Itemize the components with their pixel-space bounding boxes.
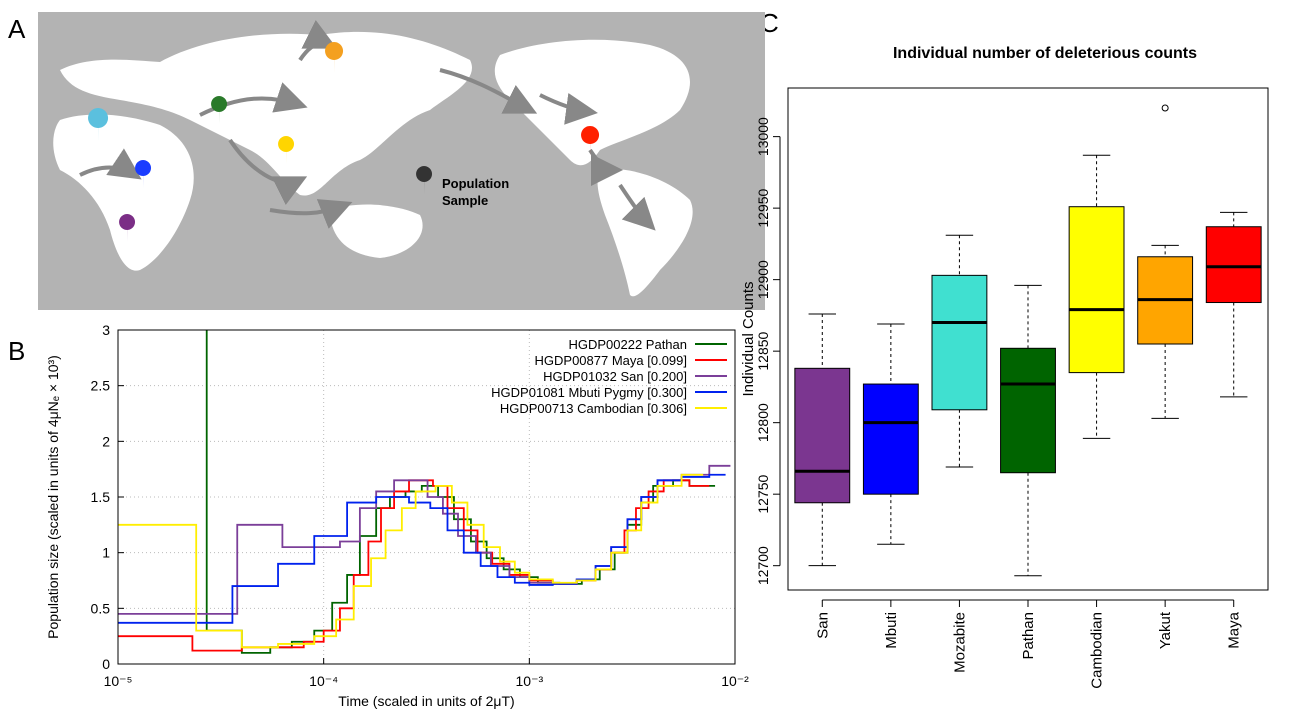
x-tick-label: 10⁻² <box>721 673 749 689</box>
y-tick-label: 12800 <box>755 403 771 442</box>
y-tick-label: 1 <box>102 545 110 561</box>
y-tick-label: 0 <box>102 656 110 672</box>
migration-arrows <box>79 19 656 231</box>
y-tick-label: 12750 <box>755 475 771 514</box>
y-tick-label: 12700 <box>755 546 771 585</box>
box <box>1205 226 1262 304</box>
y-tick-label: 2 <box>102 433 110 449</box>
y-tick-label: 13000 <box>755 117 771 156</box>
map-legend-label: Sample <box>442 193 488 208</box>
series-line <box>118 473 704 649</box>
y-axis-label: Population size (scaled in units of 4μNₑ… <box>45 355 61 639</box>
legend-label: HGDP01081 Mbuti Pygmy [0.300] <box>491 385 687 400</box>
box <box>794 367 851 504</box>
pin <box>278 136 295 164</box>
map-legend-label: Population <box>442 176 509 191</box>
x-tick-label: 10⁻³ <box>516 673 544 689</box>
pin <box>135 160 152 188</box>
box <box>1000 347 1056 474</box>
y-tick-label: 12850 <box>755 331 771 370</box>
outlier <box>1161 104 1169 112</box>
x-tick-label: Mozabite <box>951 612 968 673</box>
y-tick-label: 3 <box>102 322 110 338</box>
x-tick-label: Cambodian <box>1089 612 1106 689</box>
chart-title: Individual number of deleterious counts <box>893 45 1197 62</box>
y-tick-label: 12950 <box>755 188 771 227</box>
x-tick-label: San <box>814 612 831 639</box>
x-axis-label: Time (scaled in units of 2μT) <box>338 693 514 709</box>
box <box>931 274 988 411</box>
series-line <box>118 479 710 652</box>
legend-label: HGDP00713 Cambodian [0.306] <box>500 401 687 416</box>
pin <box>416 166 433 194</box>
x-tick-label: Yakut <box>1157 611 1174 649</box>
box <box>862 383 919 495</box>
y-axis-label: Individual Counts <box>740 281 757 396</box>
legend-label: HGDP00222 Pathan <box>568 337 687 352</box>
y-tick-label: 12900 <box>755 260 771 299</box>
plot-frame <box>117 329 736 665</box>
pin <box>88 108 109 142</box>
box <box>1068 206 1125 374</box>
x-tick-label: Mbuti <box>883 612 900 649</box>
psmc-chart: 0 0.5 1 1.5 2 2.5 3 10⁻⁵ 10⁻⁴ 10⁻³ 10⁻² HGDP00222 P… <box>45 322 749 709</box>
plot-frame <box>787 87 1269 591</box>
lines <box>118 330 731 654</box>
panel-label: B <box>8 336 25 366</box>
map: Population Sample <box>38 12 765 310</box>
x-tick-label: 10⁻⁴ <box>309 673 338 689</box>
y-tick-label: 1.5 <box>91 489 111 505</box>
y-tick-label: 2.5 <box>91 378 111 394</box>
pin <box>581 126 600 157</box>
pin <box>325 42 344 73</box>
pin <box>211 96 228 124</box>
y-tick-label: 0.5 <box>91 600 111 616</box>
legend-label: HGDP01032 San [0.200] <box>543 369 687 384</box>
x-tick-label: Maya <box>1226 611 1243 648</box>
x-tick-label: Pathan <box>1020 612 1037 660</box>
pin <box>119 214 136 242</box>
x-tick-label: 10⁻⁵ <box>104 673 133 689</box>
panel-label: A <box>8 14 26 44</box>
legend-label: HGDP00877 Maya [0.099] <box>535 353 687 368</box>
pins <box>88 42 600 242</box>
boxplot-chart: Individual number of deleterious counts 1… <box>740 45 1269 689</box>
